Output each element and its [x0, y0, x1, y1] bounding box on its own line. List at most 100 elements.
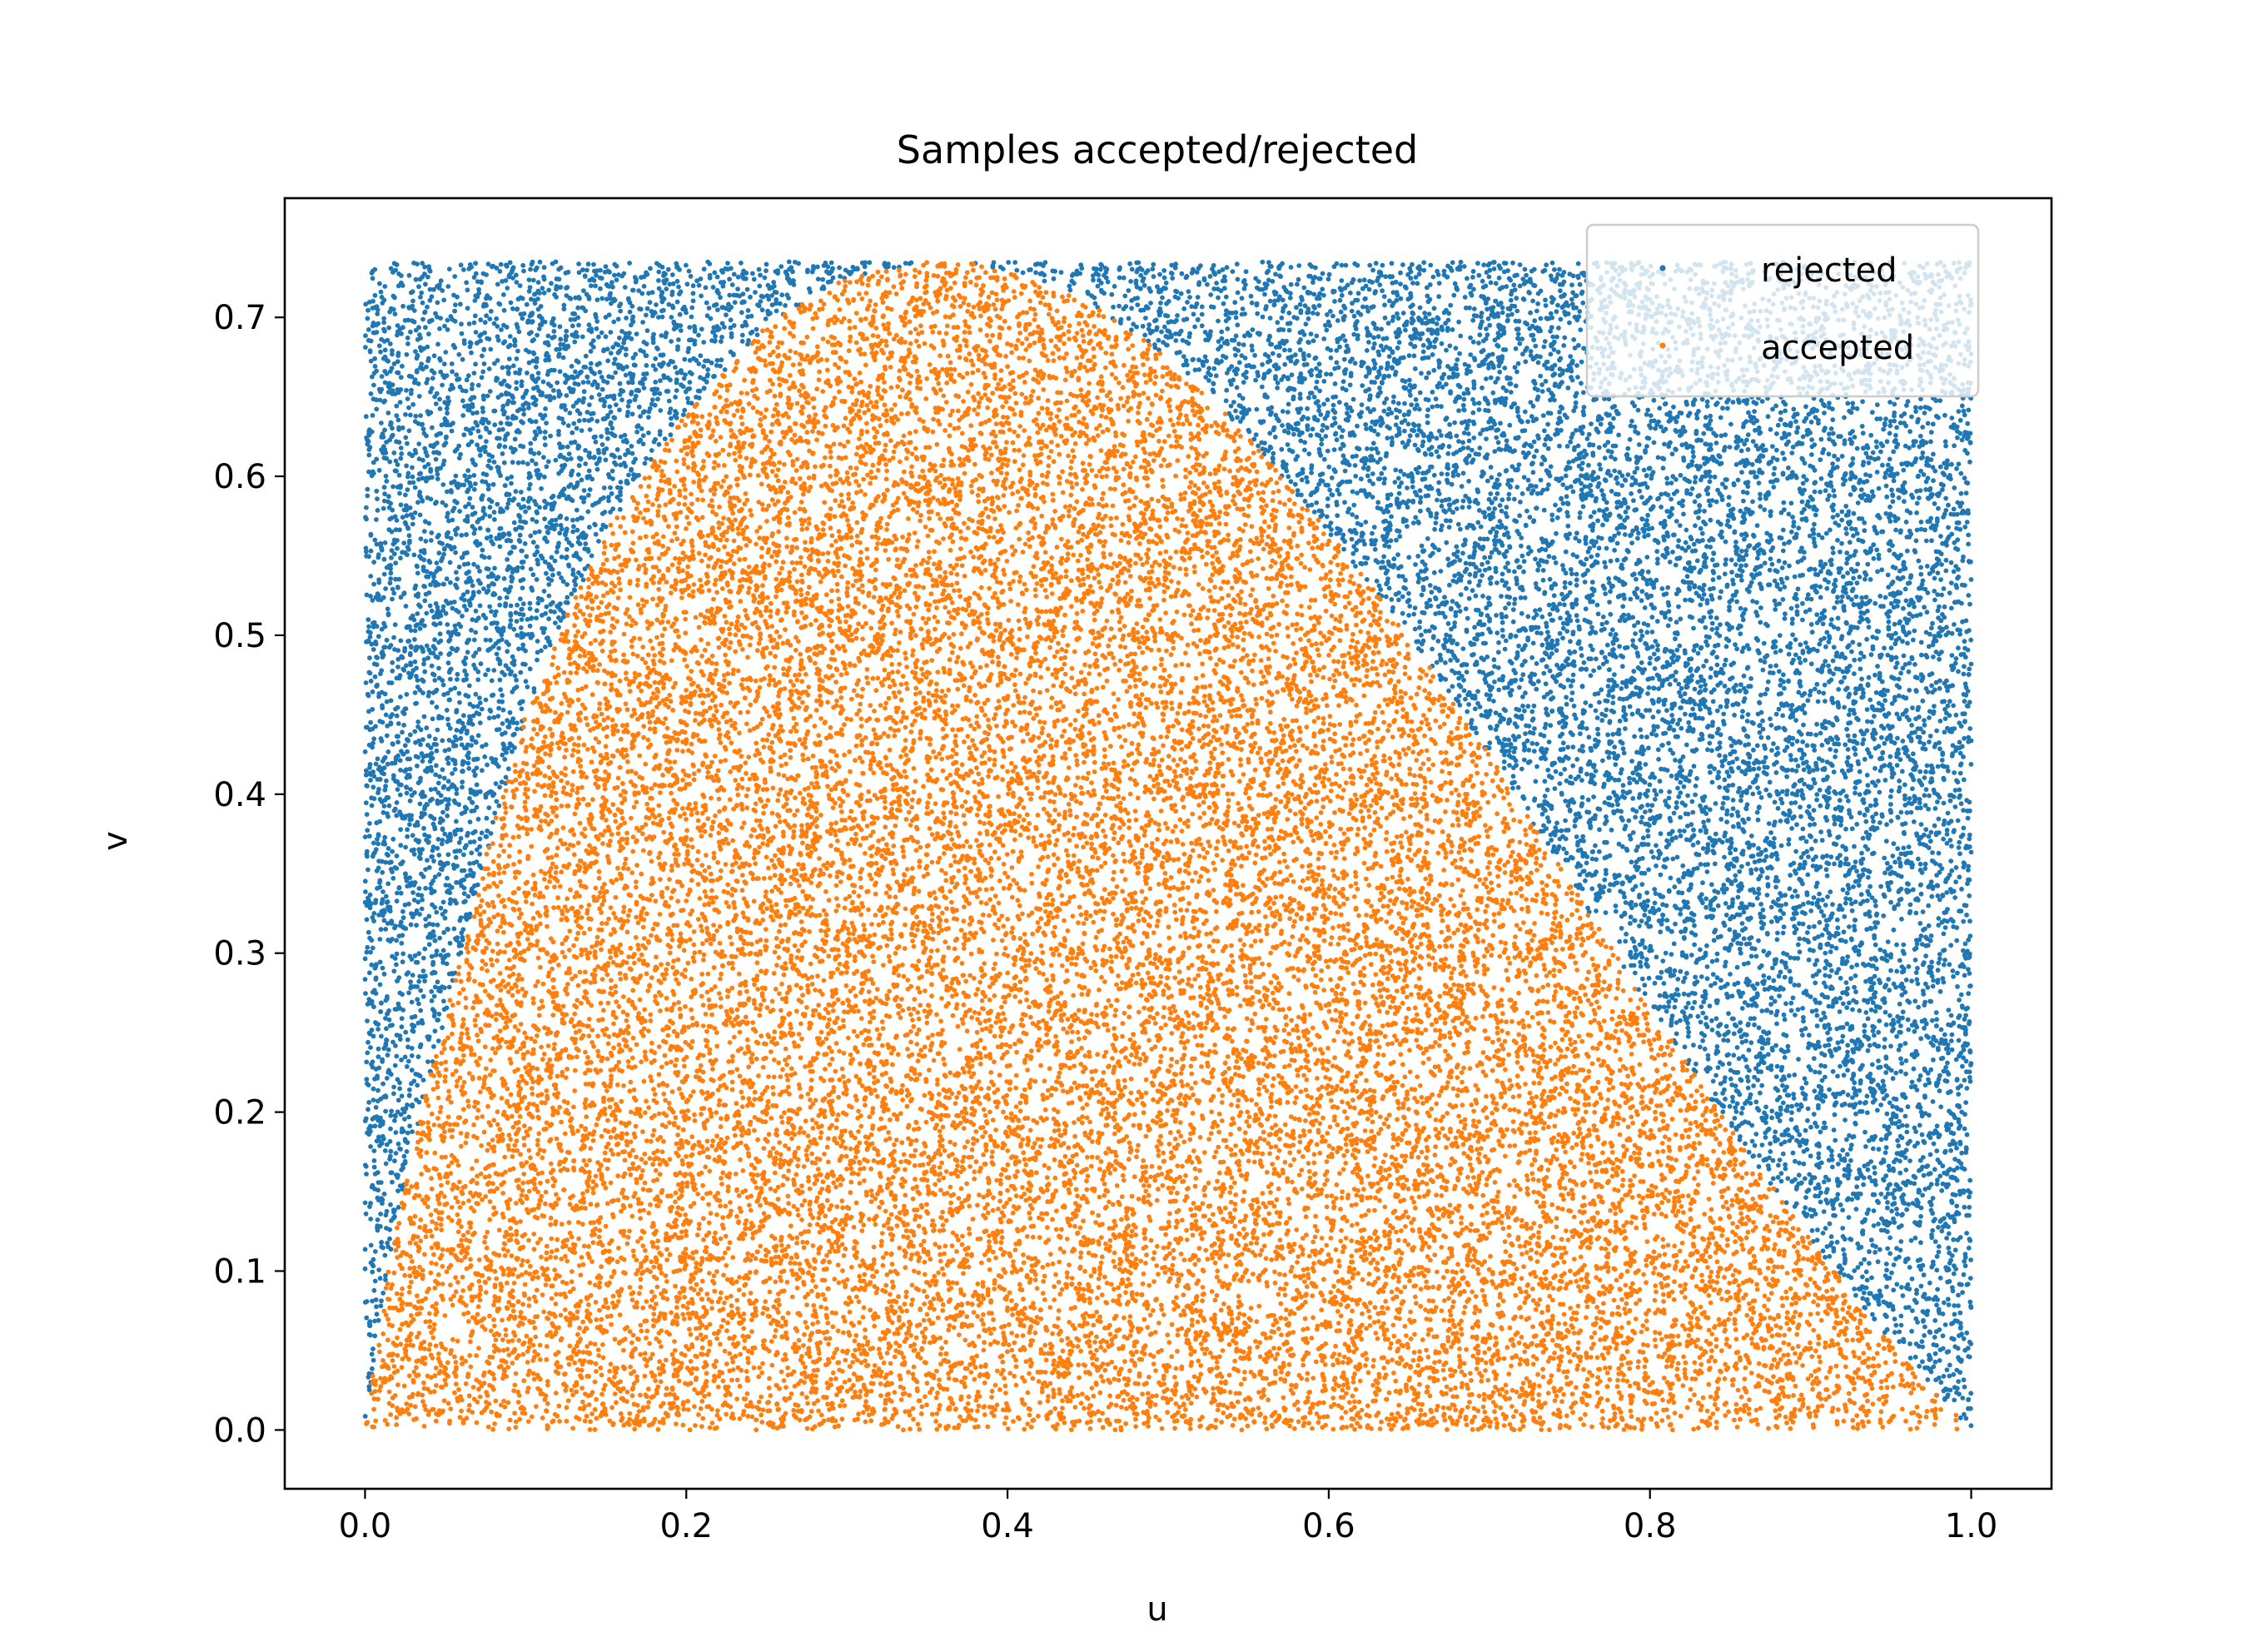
rejected-point	[1858, 666, 1863, 671]
rejected-point	[1331, 403, 1336, 408]
rejected-point	[1250, 301, 1255, 306]
rejected-point	[1211, 366, 1216, 371]
rejected-point	[1668, 440, 1673, 445]
rejected-point	[478, 435, 483, 440]
rejected-point	[396, 418, 401, 423]
rejected-point	[398, 694, 403, 699]
rejected-point	[1955, 984, 1960, 989]
rejected-point	[1773, 607, 1778, 612]
rejected-point	[1818, 1070, 1823, 1075]
rejected-point	[505, 286, 510, 291]
rejected-point	[1561, 343, 1566, 348]
rejected-point	[494, 316, 499, 321]
rejected-point	[1942, 801, 1947, 806]
rejected-point	[1762, 641, 1767, 646]
rejected-point	[1914, 510, 1919, 515]
rejected-point	[1597, 462, 1602, 467]
rejected-point	[1604, 546, 1609, 551]
rejected-point	[1495, 343, 1499, 348]
rejected-point	[445, 717, 450, 722]
rejected-point	[1614, 909, 1619, 914]
rejected-point	[493, 757, 498, 762]
rejected-point	[1768, 716, 1773, 721]
rejected-point	[1835, 918, 1840, 923]
rejected-point	[505, 415, 510, 420]
rejected-point	[1332, 415, 1337, 420]
rejected-point	[410, 1129, 415, 1134]
rejected-point	[512, 520, 517, 525]
rejected-point	[1350, 537, 1355, 542]
rejected-point	[1317, 303, 1322, 308]
rejected-point	[1639, 495, 1644, 500]
rejected-point	[415, 764, 420, 769]
rejected-point	[1315, 380, 1320, 385]
rejected-point	[1892, 402, 1897, 407]
rejected-point	[1883, 1070, 1888, 1075]
rejected-point	[1625, 446, 1630, 451]
rejected-point	[1290, 372, 1295, 377]
rejected-point	[1723, 684, 1728, 689]
rejected-point	[410, 299, 415, 304]
rejected-point	[1693, 475, 1698, 480]
rejected-point	[1773, 579, 1778, 584]
rejected-point	[1808, 908, 1813, 913]
rejected-point	[1966, 593, 1971, 598]
rejected-point	[466, 373, 471, 378]
rejected-point	[1783, 402, 1788, 407]
rejected-point	[1585, 436, 1590, 441]
rejected-point	[1518, 262, 1523, 267]
rejected-point	[684, 263, 689, 268]
rejected-point	[1763, 1131, 1768, 1136]
rejected-point	[1739, 578, 1744, 583]
rejected-point	[1710, 621, 1715, 626]
rejected-point	[1916, 559, 1921, 564]
rejected-point	[1580, 744, 1585, 749]
rejected-point	[455, 677, 460, 682]
rejected-point	[1418, 495, 1423, 500]
rejected-point	[1208, 274, 1213, 279]
rejected-point	[484, 439, 489, 444]
rejected-point	[1342, 357, 1347, 362]
rejected-point	[388, 580, 393, 585]
rejected-point	[1709, 749, 1714, 754]
rejected-point	[1820, 759, 1825, 764]
rejected-point	[1500, 306, 1505, 311]
rejected-point	[1173, 338, 1178, 343]
rejected-point	[1059, 270, 1064, 275]
rejected-point	[1781, 528, 1786, 533]
rejected-point	[1659, 831, 1664, 836]
rejected-point	[629, 390, 634, 395]
rejected-point	[1793, 575, 1798, 580]
rejected-point	[1848, 540, 1853, 545]
rejected-point	[1668, 724, 1673, 729]
rejected-point	[1499, 594, 1504, 599]
rejected-point	[1774, 1022, 1779, 1027]
rejected-point	[1355, 445, 1360, 450]
rejected-point	[1519, 767, 1524, 772]
rejected-point	[1828, 833, 1833, 838]
rejected-point	[1852, 1268, 1857, 1273]
rejected-point	[1943, 444, 1948, 449]
rejected-point	[1702, 592, 1707, 597]
rejected-point	[1838, 976, 1843, 981]
rejected-point	[1912, 605, 1917, 610]
rejected-point	[1727, 495, 1732, 500]
rejected-point	[394, 755, 399, 760]
rejected-point	[1634, 466, 1639, 471]
rejected-point	[1906, 1028, 1911, 1032]
rejected-point	[1729, 744, 1734, 749]
rejected-point	[593, 283, 598, 288]
rejected-point	[1557, 410, 1562, 415]
rejected-point	[1369, 425, 1374, 430]
rejected-point	[1382, 476, 1387, 481]
rejected-point	[583, 461, 588, 466]
rejected-point	[520, 643, 525, 648]
rejected-point	[365, 828, 370, 833]
rejected-point	[1927, 834, 1932, 839]
rejected-point	[1917, 1077, 1922, 1082]
rejected-point	[1898, 810, 1903, 815]
rejected-point	[1818, 457, 1823, 462]
rejected-point	[1929, 684, 1934, 689]
rejected-point	[1499, 749, 1504, 754]
rejected-point	[371, 1346, 375, 1351]
